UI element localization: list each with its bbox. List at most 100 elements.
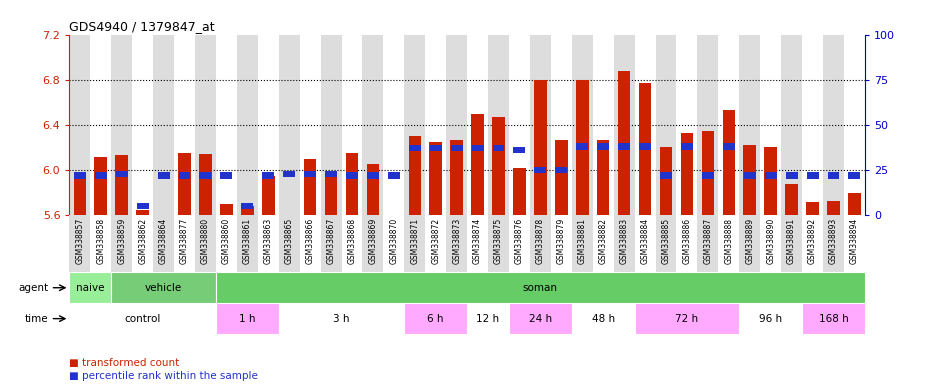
Bar (404, 215, 426, 272)
Text: GSM338883: GSM338883 (620, 218, 629, 264)
Bar (472, 114, 484, 215)
Bar (760, 35, 781, 215)
Bar (241, 203, 253, 209)
Text: GSM338889: GSM338889 (746, 218, 754, 264)
Bar (199, 154, 212, 215)
Text: GSM338864: GSM338864 (159, 218, 168, 264)
Bar (492, 145, 504, 151)
Bar (660, 147, 672, 215)
Bar (551, 35, 572, 215)
Bar (635, 215, 656, 272)
Bar (404, 303, 467, 334)
Bar (467, 303, 509, 334)
Bar (597, 139, 610, 215)
Bar (702, 172, 714, 179)
Text: GSM338869: GSM338869 (368, 218, 377, 264)
Text: GSM338866: GSM338866 (305, 218, 314, 264)
Text: GDS4940 / 1379847_at: GDS4940 / 1379847_at (69, 20, 215, 33)
Bar (363, 35, 383, 215)
Text: GSM338858: GSM338858 (96, 218, 105, 264)
Bar (74, 176, 86, 215)
Bar (74, 172, 86, 179)
Bar (179, 153, 191, 215)
Bar (216, 35, 237, 215)
Bar (200, 172, 212, 179)
Text: GSM338873: GSM338873 (452, 218, 462, 264)
Bar (807, 172, 819, 179)
Bar (367, 172, 379, 179)
Bar (111, 215, 132, 272)
Bar (258, 35, 278, 215)
Bar (613, 35, 635, 215)
Text: GSM338860: GSM338860 (222, 218, 231, 264)
Bar (383, 35, 404, 215)
Bar (681, 133, 693, 215)
Bar (576, 80, 588, 215)
Bar (844, 35, 865, 215)
Bar (179, 172, 191, 179)
Bar (69, 272, 111, 303)
Bar (535, 167, 547, 173)
Bar (91, 215, 111, 272)
Text: GSM338862: GSM338862 (138, 218, 147, 264)
Text: GSM338879: GSM338879 (557, 218, 566, 264)
Bar (722, 144, 734, 150)
Bar (388, 172, 400, 179)
Bar (760, 215, 781, 272)
Bar (572, 215, 593, 272)
Bar (300, 35, 321, 215)
Bar (450, 139, 462, 215)
Text: GSM338892: GSM338892 (808, 218, 817, 264)
Bar (91, 35, 111, 215)
Bar (802, 35, 823, 215)
Text: GSM338876: GSM338876 (515, 218, 524, 264)
Text: GSM338894: GSM338894 (850, 218, 859, 264)
Text: GSM338888: GSM338888 (724, 218, 734, 264)
Bar (848, 172, 860, 179)
Bar (785, 172, 797, 179)
Text: GSM338872: GSM338872 (431, 218, 440, 264)
Text: 1 h: 1 h (239, 314, 255, 324)
Text: 24 h: 24 h (529, 314, 552, 324)
Bar (722, 110, 735, 215)
Text: GSM338859: GSM338859 (117, 218, 126, 264)
Bar (366, 164, 379, 215)
Bar (346, 153, 358, 215)
Bar (283, 170, 295, 177)
Bar (116, 156, 128, 215)
Bar (572, 35, 593, 215)
Bar (94, 157, 107, 215)
Bar (450, 145, 462, 151)
Bar (739, 215, 760, 272)
Bar (304, 170, 316, 177)
Bar (388, 215, 401, 217)
Bar (446, 215, 467, 272)
Bar (446, 35, 467, 215)
Bar (719, 35, 739, 215)
Bar (220, 204, 233, 215)
Text: GSM338891: GSM338891 (787, 218, 796, 264)
Text: GSM338884: GSM338884 (641, 218, 649, 264)
Text: vehicle: vehicle (145, 283, 182, 293)
Bar (426, 215, 446, 272)
Text: agent: agent (18, 283, 48, 293)
Text: GSM338886: GSM338886 (683, 218, 691, 264)
Bar (576, 144, 588, 150)
Bar (656, 35, 676, 215)
Bar (409, 136, 421, 215)
Bar (530, 215, 551, 272)
Bar (136, 210, 149, 215)
Bar (656, 215, 676, 272)
Bar (262, 176, 275, 215)
Bar (467, 35, 488, 215)
Bar (697, 215, 719, 272)
Bar (154, 215, 174, 272)
Bar (781, 35, 802, 215)
Text: naive: naive (76, 283, 105, 293)
Bar (744, 172, 756, 179)
Bar (593, 215, 613, 272)
Bar (111, 35, 132, 215)
Bar (739, 303, 802, 334)
Bar (216, 303, 278, 334)
Bar (157, 215, 170, 221)
